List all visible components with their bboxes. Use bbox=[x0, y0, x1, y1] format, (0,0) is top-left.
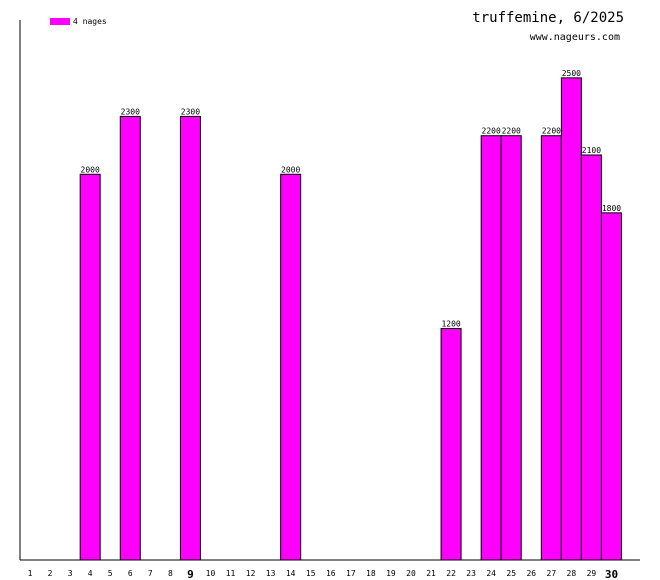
bar-value-label: 2200 bbox=[502, 127, 521, 136]
x-tick-label: 22 bbox=[446, 569, 456, 578]
legend: 4 nages bbox=[50, 17, 107, 26]
x-tick-label: 8 bbox=[168, 569, 173, 578]
x-tick-label: 4 bbox=[88, 569, 93, 578]
x-tick-label: 18 bbox=[366, 569, 376, 578]
bar-value-label: 2200 bbox=[482, 127, 501, 136]
x-tick-label: 12 bbox=[246, 569, 256, 578]
bar bbox=[440, 328, 462, 561]
bar bbox=[560, 77, 582, 561]
x-tick-label: 29 bbox=[587, 569, 597, 578]
x-tick-label: 11 bbox=[226, 569, 236, 578]
x-tick-label: 23 bbox=[466, 569, 476, 578]
x-tick-label: 7 bbox=[148, 569, 153, 578]
bar-value-label: 1200 bbox=[441, 320, 460, 329]
x-tick-label: 14 bbox=[286, 569, 296, 578]
bar bbox=[79, 173, 101, 561]
chart-subtitle: www.nageurs.com bbox=[529, 32, 620, 43]
x-tick-label: 16 bbox=[326, 569, 336, 578]
bar bbox=[119, 115, 141, 561]
bar-value-label: 1800 bbox=[602, 204, 621, 213]
bar-value-label: 2100 bbox=[582, 146, 601, 155]
x-tick-label: 9 bbox=[187, 568, 194, 580]
x-tick-label: 10 bbox=[206, 569, 216, 578]
legend-swatch bbox=[50, 18, 70, 25]
x-tick-label: 26 bbox=[526, 569, 536, 578]
x-tick-label: 20 bbox=[406, 569, 416, 578]
x-tick-label: 25 bbox=[506, 569, 516, 578]
bar bbox=[600, 212, 622, 561]
x-tick-label: 24 bbox=[486, 569, 496, 578]
bar-value-label: 2300 bbox=[181, 107, 200, 116]
x-tick-label: 5 bbox=[108, 569, 113, 578]
x-tick-label: 15 bbox=[306, 569, 316, 578]
bar-value-label: 2300 bbox=[121, 107, 140, 116]
bar bbox=[179, 115, 201, 561]
x-tick-label: 13 bbox=[266, 569, 276, 578]
chart-title: truffemine, 6/2025 bbox=[472, 10, 624, 26]
bar-value-label: 2200 bbox=[542, 127, 561, 136]
x-tick-label: 2 bbox=[48, 569, 53, 578]
x-tick-label: 17 bbox=[346, 569, 356, 578]
bar bbox=[280, 173, 302, 561]
x-tick-label: 28 bbox=[567, 569, 577, 578]
x-tick-label: 3 bbox=[68, 569, 73, 578]
bar bbox=[480, 135, 502, 561]
x-tick-label: 19 bbox=[386, 569, 396, 578]
legend-label: 4 nages bbox=[73, 17, 107, 26]
bar-value-label: 2000 bbox=[281, 165, 300, 174]
bar bbox=[500, 135, 522, 561]
x-tick-label: 30 bbox=[605, 568, 618, 580]
bar-value-label: 2000 bbox=[81, 165, 100, 174]
bar-value-label: 2500 bbox=[562, 69, 581, 78]
x-tick-label: 21 bbox=[426, 569, 436, 578]
bar bbox=[540, 135, 562, 561]
x-tick-label: 27 bbox=[547, 569, 557, 578]
x-tick-label: 6 bbox=[128, 569, 133, 578]
x-tick-label: 1 bbox=[28, 569, 33, 578]
bar bbox=[580, 154, 602, 561]
